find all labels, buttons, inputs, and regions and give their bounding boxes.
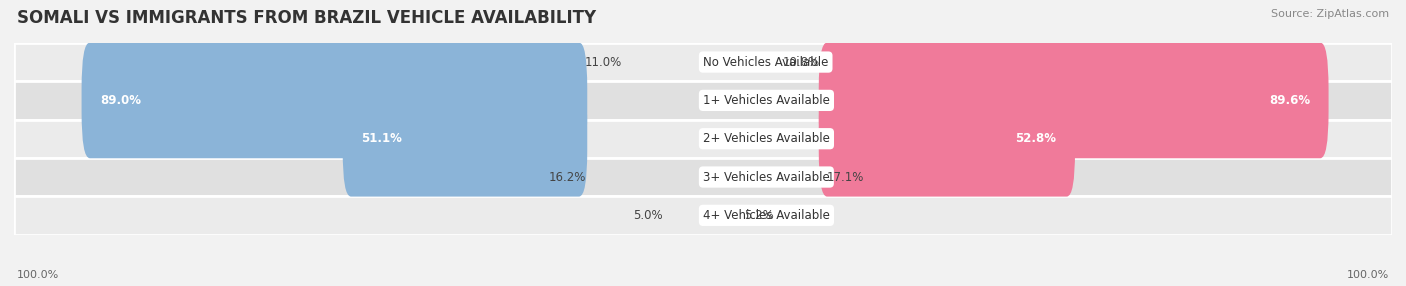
Bar <box>14 43 1392 81</box>
FancyBboxPatch shape <box>818 43 1329 158</box>
Text: SOMALI VS IMMIGRANTS FROM BRAZIL VEHICLE AVAILABILITY: SOMALI VS IMMIGRANTS FROM BRAZIL VEHICLE… <box>17 9 596 27</box>
Text: 16.2%: 16.2% <box>548 170 586 184</box>
Text: 51.1%: 51.1% <box>361 132 402 145</box>
Text: 10.8%: 10.8% <box>783 55 820 69</box>
Text: 1+ Vehicles Available: 1+ Vehicles Available <box>703 94 830 107</box>
Text: Source: ZipAtlas.com: Source: ZipAtlas.com <box>1271 9 1389 19</box>
FancyBboxPatch shape <box>343 81 588 196</box>
Text: 89.6%: 89.6% <box>1268 94 1310 107</box>
Bar <box>14 196 1392 235</box>
FancyBboxPatch shape <box>82 43 588 158</box>
Text: 100.0%: 100.0% <box>17 270 59 280</box>
Text: 89.0%: 89.0% <box>100 94 141 107</box>
Bar <box>14 81 1392 120</box>
Bar <box>14 120 1392 158</box>
Text: 100.0%: 100.0% <box>1347 270 1389 280</box>
Text: 2+ Vehicles Available: 2+ Vehicles Available <box>703 132 830 145</box>
FancyBboxPatch shape <box>818 81 1076 196</box>
Text: 52.8%: 52.8% <box>1015 132 1056 145</box>
Text: 11.0%: 11.0% <box>585 55 621 69</box>
Text: 5.2%: 5.2% <box>744 209 775 222</box>
Text: No Vehicles Available: No Vehicles Available <box>703 55 828 69</box>
Text: 17.1%: 17.1% <box>827 170 863 184</box>
Bar <box>14 158 1392 196</box>
Text: 4+ Vehicles Available: 4+ Vehicles Available <box>703 209 830 222</box>
Text: 3+ Vehicles Available: 3+ Vehicles Available <box>703 170 830 184</box>
Text: 5.0%: 5.0% <box>634 209 664 222</box>
